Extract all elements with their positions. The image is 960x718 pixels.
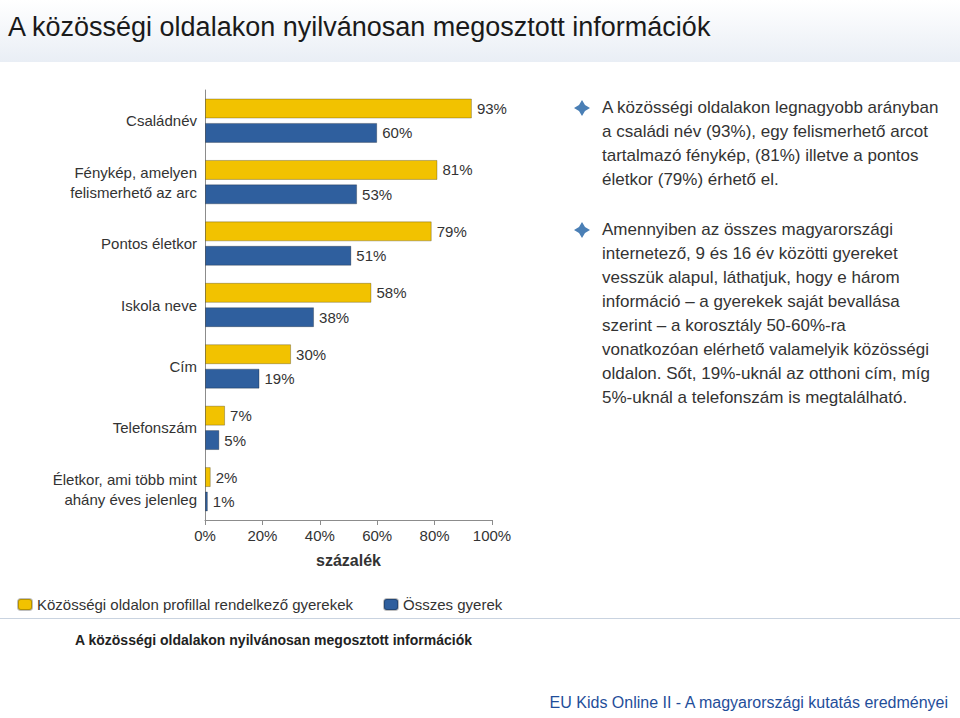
svg-text:ahány éves jelenleg: ahány éves jelenleg — [64, 491, 197, 508]
svg-text:51%: 51% — [356, 247, 386, 264]
svg-text:20%: 20% — [247, 527, 277, 544]
svg-text:79%: 79% — [437, 223, 467, 240]
svg-text:81%: 81% — [442, 161, 472, 178]
svg-text:60%: 60% — [382, 124, 412, 141]
svg-text:Telefonszám: Telefonszám — [113, 419, 197, 436]
svg-text:százalék: százalék — [316, 552, 381, 569]
svg-text:2%: 2% — [216, 469, 238, 486]
svg-text:felismerhető az arc: felismerhető az arc — [70, 184, 197, 201]
svg-text:19%: 19% — [265, 370, 295, 387]
svg-text:Pontos életkor: Pontos életkor — [101, 235, 197, 252]
svg-text:7%: 7% — [230, 407, 252, 424]
svg-text:58%: 58% — [376, 284, 406, 301]
svg-text:60%: 60% — [362, 527, 392, 544]
html-text:EU Kids Online II - A magyaror: EU Kids Online II - A magyarországi kuta… — [549, 694, 948, 711]
svg-text:Közösségi oldalon profillal re: Közösségi oldalon profillal rendelkező g… — [37, 596, 354, 613]
svg-text:Fénykép, amelyen: Fénykép, amelyen — [74, 164, 197, 181]
html-text:Amennyiben az összes magyarors: Amennyiben az összes magyarországi inter… — [602, 220, 930, 407]
svg-text:93%: 93% — [477, 100, 507, 117]
html-text:A közösségi oldalakon nyilváno: A közösségi oldalakon nyilvánosan megosz… — [75, 632, 472, 648]
svg-text:100%: 100% — [473, 527, 511, 544]
svg-text:Összes gyerek: Összes gyerek — [403, 596, 503, 613]
svg-text:Iskola neve: Iskola neve — [121, 297, 197, 314]
html-text:A közösségi oldalakon legnagyo: A közösségi oldalakon legnagyobb arányba… — [602, 98, 939, 189]
svg-text:40%: 40% — [305, 527, 335, 544]
svg-text:1%: 1% — [213, 493, 235, 510]
svg-text:5%: 5% — [224, 432, 246, 449]
svg-text:30%: 30% — [296, 346, 326, 363]
html-text:A közösségi oldalakon nyilváno: A közösségi oldalakon nyilvánosan megosz… — [8, 12, 711, 42]
svg-text:38%: 38% — [319, 309, 349, 326]
svg-text:0%: 0% — [194, 527, 216, 544]
svg-text:Családnév: Családnév — [126, 112, 197, 129]
svg-text:80%: 80% — [420, 527, 450, 544]
svg-text:Életkor, ami több mint: Életkor, ami több mint — [53, 471, 198, 488]
svg-text:53%: 53% — [362, 186, 392, 203]
svg-text:Cím: Cím — [170, 358, 198, 375]
